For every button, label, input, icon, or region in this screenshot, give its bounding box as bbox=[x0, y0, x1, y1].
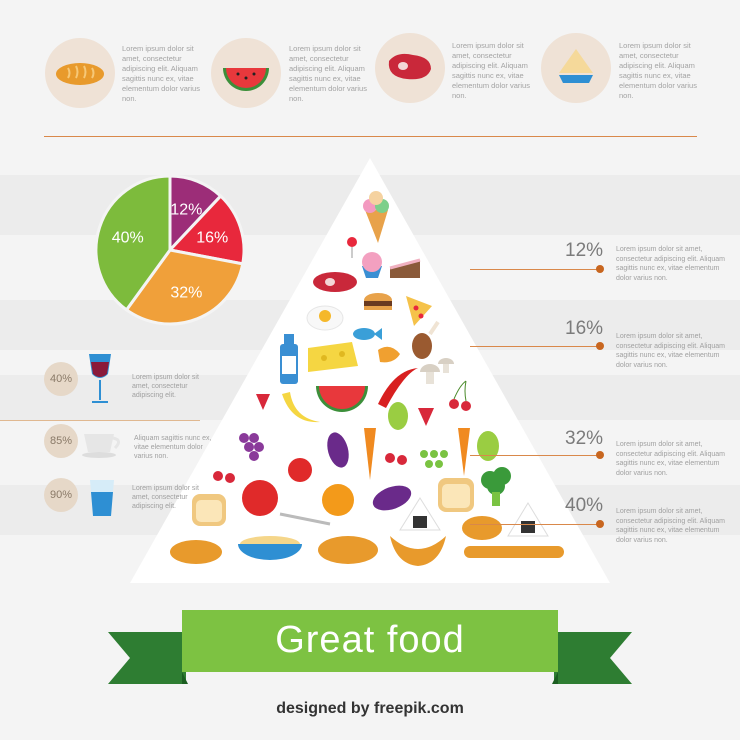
leader-line bbox=[470, 524, 600, 525]
meat-icon bbox=[388, 53, 431, 80]
description-text: Aliquam sagittis nunc ex, vitae elementu… bbox=[134, 435, 212, 460]
leader-dot bbox=[596, 265, 604, 273]
description-text: Lorem ipsum dolor sit amet, consectetur … bbox=[616, 333, 725, 369]
top-item-circle bbox=[45, 38, 115, 108]
egg-icon bbox=[306, 305, 344, 331]
top-item-text: Lorem ipsum dolor sit amet, consectetur … bbox=[619, 41, 697, 100]
cherries-icon bbox=[213, 471, 235, 483]
cake-slice-icon bbox=[389, 258, 421, 278]
bread-slice-icon bbox=[192, 494, 226, 526]
pizza-slice-icon bbox=[406, 296, 432, 326]
chili-pepper-icon bbox=[378, 368, 418, 408]
description-text: Lorem ipsum dolor sit amet, consectetur … bbox=[616, 441, 725, 477]
cheese-icon bbox=[308, 342, 358, 372]
percent-label: 16% bbox=[565, 318, 604, 339]
orange-icon bbox=[322, 484, 354, 516]
percent-label: 32% bbox=[565, 428, 604, 449]
percent-badge: 40% bbox=[44, 362, 78, 396]
apple-icon bbox=[288, 458, 312, 482]
top-item-text: Lorem ipsum dolor sit amet, consectetur … bbox=[452, 41, 530, 100]
bun-icon bbox=[462, 516, 502, 540]
divider bbox=[0, 420, 200, 421]
top-item-circle bbox=[211, 38, 281, 108]
pie-slice bbox=[124, 248, 245, 326]
eggplant-icon bbox=[372, 485, 412, 511]
carrot-icon bbox=[364, 428, 376, 480]
wine-glass-icon bbox=[89, 354, 111, 403]
cake-icon bbox=[559, 49, 593, 83]
divider bbox=[44, 136, 697, 137]
lollipop-icon bbox=[347, 237, 357, 258]
pear-icon bbox=[388, 402, 408, 430]
toast-icon bbox=[438, 478, 474, 512]
carrot-icon bbox=[458, 428, 470, 476]
broccoli-icon bbox=[481, 467, 511, 506]
bread-loaf-icon bbox=[318, 536, 378, 564]
percent-label: 12% bbox=[565, 240, 604, 261]
description-text: Lorem ipsum dolor sit amet, consectetur … bbox=[616, 246, 725, 282]
rice-ball-icon bbox=[399, 497, 441, 531]
milk-bottle-icon bbox=[280, 334, 298, 384]
leader-line bbox=[470, 346, 600, 347]
description-text: Lorem ipsum dolor sit amet, consectetur … bbox=[616, 508, 725, 544]
leader-line bbox=[470, 455, 600, 456]
tomato-icon bbox=[242, 480, 278, 516]
steak-icon bbox=[313, 272, 357, 292]
pie-slice bbox=[167, 193, 246, 266]
pie-slice-label: 40% bbox=[112, 229, 144, 246]
credit-text: designed by freepik.com bbox=[276, 700, 464, 717]
burger-icon bbox=[364, 293, 392, 310]
top-item-circle bbox=[375, 33, 445, 103]
chicken-leg-icon bbox=[412, 320, 440, 359]
banana-icon bbox=[282, 392, 320, 423]
banner-title: Great food bbox=[275, 619, 465, 661]
pie-slice-label: 12% bbox=[170, 202, 202, 219]
pasta-bowl-icon bbox=[238, 536, 302, 560]
peas-icon bbox=[420, 450, 448, 468]
ribbon-banner bbox=[108, 610, 632, 684]
mushroom-icon bbox=[420, 358, 454, 384]
description-text: Lorem ipsum dolor sit amet, consectetur … bbox=[132, 485, 199, 510]
watermelon-icon bbox=[223, 68, 269, 91]
pie-slice bbox=[94, 174, 172, 312]
eggplant-icon bbox=[327, 432, 349, 468]
strawberry-icon bbox=[256, 394, 270, 410]
leader-dot bbox=[596, 520, 604, 528]
shrimp-icon bbox=[378, 346, 400, 363]
cherries-icon bbox=[385, 453, 407, 465]
cup-icon bbox=[82, 434, 120, 458]
pear-icon bbox=[477, 431, 499, 461]
food-pyramid bbox=[130, 158, 610, 583]
fork-icon bbox=[279, 512, 331, 526]
bread-icon bbox=[56, 63, 104, 85]
pie-slice-label: 32% bbox=[170, 284, 202, 301]
cherries-icon bbox=[449, 380, 471, 411]
ice-cream-icon bbox=[363, 191, 389, 243]
pie-slice-label: 16% bbox=[196, 229, 228, 246]
fish-icon bbox=[353, 328, 382, 340]
leader-dot bbox=[596, 451, 604, 459]
baguette-icon bbox=[464, 546, 564, 558]
leader-line bbox=[470, 269, 600, 270]
leader-dot bbox=[596, 342, 604, 350]
top-item-text: Lorem ipsum dolor sit amet, consectetur … bbox=[289, 44, 367, 103]
strawberry-icon bbox=[418, 408, 434, 426]
water-glass-icon bbox=[90, 480, 114, 516]
cupcake-icon bbox=[362, 252, 382, 278]
percent-badge: 85% bbox=[44, 424, 78, 458]
percent-label: 40% bbox=[565, 495, 604, 516]
watermelon-slice-icon bbox=[316, 386, 368, 412]
grapes-icon bbox=[239, 433, 264, 461]
percent-badge: 90% bbox=[44, 478, 78, 512]
pie-chart: 12% 16% 32% 40% bbox=[94, 174, 246, 326]
bread-loaf-icon bbox=[170, 540, 222, 564]
top-item-text: Lorem ipsum dolor sit amet, consectetur … bbox=[122, 44, 200, 103]
top-item-circle bbox=[541, 33, 611, 103]
description-text: Lorem ipsum dolor sit amet, consectetur … bbox=[132, 374, 199, 399]
croissant-icon bbox=[390, 536, 446, 566]
